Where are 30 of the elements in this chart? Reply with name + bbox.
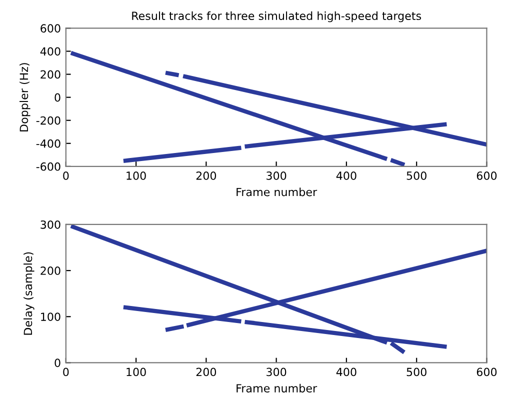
y-tick-label: 300 [40,220,60,229]
y-tick-label: 100 [41,312,60,322]
y-tick-label: -600 [36,162,60,171]
x-tick-label: 0 [63,368,69,376]
x-tick-label: 200 [196,368,216,376]
x-tick-label: 100 [126,171,146,180]
y-tick-label: 0 [54,358,60,368]
y-axis-title: Delay (sample) [24,252,34,335]
x-tick-label: 400 [336,171,356,180]
x-tick-label: 200 [196,171,216,180]
x-tick-label: 0 [63,171,69,180]
x-tick-label: 500 [406,368,426,376]
y-tick-label: 200 [40,266,60,275]
x-tick-label: 400 [336,368,356,376]
y-tick-label: 0 [54,93,60,102]
x-tick-label: 600 [476,171,497,180]
x-axis-title: Frame number [236,384,318,392]
y-tick-label: -400 [36,139,60,148]
x-tick-label: 100 [126,368,146,376]
x-tick-label: 600 [476,368,497,376]
chart-title: Result tracks for three simulated high-speed targets [132,11,422,22]
x-tick-label: 500 [406,171,426,180]
x-tick-label: 300 [266,368,286,376]
x-axis-title: Frame number [236,188,318,196]
y-tick-label: 200 [40,70,60,79]
y-axis-title: Doppler (Hz) [20,63,30,132]
y-tick-label: 600 [40,24,60,33]
y-tick-label: 400 [40,47,60,56]
x-tick-label: 300 [266,171,286,180]
y-tick-label: -200 [36,116,60,125]
